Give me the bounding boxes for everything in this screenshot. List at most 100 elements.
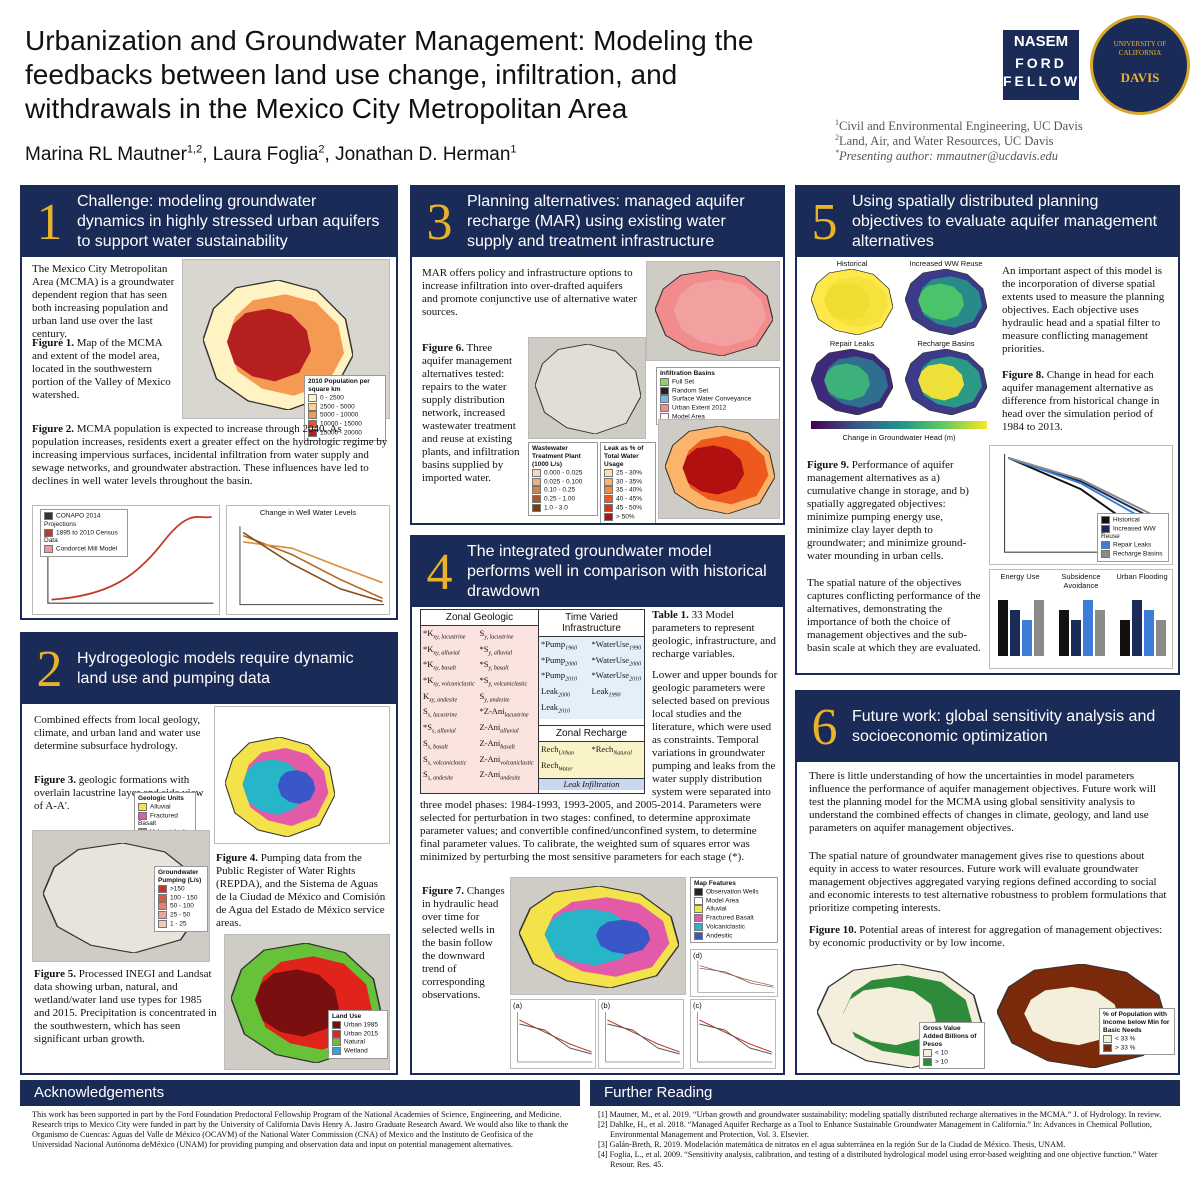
caption-text: MCMA population is expected to increase … (32, 423, 388, 487)
legend-item: Natural (332, 1038, 384, 1047)
map-panel-label: Repair Leaks (829, 339, 875, 348)
table-cell: Z-Anialluvial (480, 722, 537, 738)
table-cell: Ss, volcaniclastic (423, 754, 480, 770)
legend-item: < 10 (923, 1049, 981, 1058)
legend-item: Repair Leaks (1101, 541, 1165, 550)
further-reading: Further Reading [1] Mautner, M., et al. 2… (590, 1080, 1180, 1192)
legend-label: Historical (1113, 516, 1140, 524)
legend-item: 35 - 40% (604, 486, 652, 495)
caption-text: Pumping data from the Public Register of… (216, 852, 386, 929)
plot-graphic (239, 526, 385, 606)
acknowledgements: Acknowledgements This work has been suppo… (20, 1080, 580, 1192)
legend-title: % of Population with Income below Min fo… (1103, 1011, 1170, 1034)
legend-label: Urban 1985 (344, 1021, 378, 1029)
caption-text: 33 Model parameters to represent geologi… (652, 609, 777, 660)
caption-text: Change in head for each aquifer manageme… (1002, 369, 1160, 433)
affiliation: 1Civil and Environmental Engineering, UC… (835, 118, 1083, 134)
parameter-subscript: 1990 (629, 645, 642, 652)
map-graphic (203, 280, 353, 410)
section-header: 2 Hydrogeologic models require dynamic la… (22, 634, 396, 704)
plot-axes (605, 1012, 681, 1063)
legend-label: Andesitic (706, 932, 733, 940)
plot-axes (239, 526, 385, 606)
parameter-subscript: s, volcaniclastic (427, 760, 467, 767)
legend-item: 0.25 - 1.00 (532, 495, 594, 504)
bar-chart-title: Energy Use (1000, 572, 1040, 581)
reference: [4] Foglia, L., et al. 2009. “Sensitivit… (598, 1150, 1158, 1169)
parameter-symbol: *WaterUse (591, 639, 630, 649)
legend-item: 1 - 25 (158, 919, 204, 929)
map-region (595, 919, 651, 955)
section-heading: Hydrogeologic models require dynamic lan… (77, 650, 354, 687)
parameter-subscript: xy, lacustrine (433, 634, 466, 641)
legend: Infiltration Basins Full Set Random Set Sur… (656, 367, 780, 425)
legend: % of Population with Income below Min fo… (1099, 1008, 1175, 1056)
legend-label: < 33 % (1115, 1035, 1136, 1043)
section-header: 6 Future work: global sensitivity analysi… (797, 692, 1178, 762)
parameter-subscript: y, basalt (488, 666, 509, 673)
table-cell: Ss, basalt (423, 738, 480, 754)
parameter-symbol: *S (479, 659, 489, 670)
legend-item: 100 - 150 (158, 893, 204, 903)
legend-label: 5000 - 10000 (320, 412, 359, 420)
legend-swatch (138, 803, 147, 811)
section-number: 6 (811, 698, 838, 756)
legend-swatch (158, 911, 167, 920)
parameter-subscript: alluvial (500, 728, 519, 735)
legend-swatch (308, 428, 317, 437)
bar-graphic (1083, 600, 1093, 656)
table-cell: Z-Aniandesite (480, 769, 537, 785)
panel-label: (c) (693, 1001, 702, 1010)
paragraph: An important aspect of this model is the… (1002, 265, 1165, 355)
plot-line (699, 1019, 772, 1053)
parameter-subscript: y, andesite (484, 697, 510, 704)
parameter-subscript: s, alluvial (431, 728, 456, 735)
legend: Wastewater Treatment Plant (1000 L/s) 0.0… (528, 442, 598, 516)
parameter-symbol: *Pump (541, 639, 566, 649)
author-name: Jonathan D. Herman (335, 144, 511, 166)
legend-swatch (694, 914, 703, 923)
legend-swatch (158, 885, 167, 893)
caption-label: Figure 8. (1002, 369, 1044, 381)
acknowledgements-title: Acknowledgements (20, 1080, 580, 1106)
table-cell: *Pump1960 (541, 639, 592, 655)
table-cell: *Sy, volcaniclastic (480, 675, 537, 691)
legend-label: Model Area (706, 897, 739, 905)
legend-swatch (694, 888, 703, 896)
legend-label: Natural (344, 1039, 365, 1047)
section-number: 5 (811, 193, 838, 251)
plot-graphic (605, 1012, 681, 1063)
legend-swatch (532, 495, 541, 504)
legend-title: Geologic Units (138, 795, 184, 802)
affiliation: *Presenting author: mmautner@ucdavis.edu (835, 148, 1058, 164)
legend-swatch (158, 893, 167, 902)
legend-item: 2500 - 5000 (308, 402, 382, 412)
figure-caption: Figure 7. Changes in hydraulic head over… (422, 885, 506, 1002)
parameter-symbol: *K (423, 628, 434, 638)
map-region (918, 283, 965, 321)
affiliation-text: Presenting author: mmautner@ucdavis.edu (839, 149, 1058, 164)
legend-swatch (1103, 1043, 1112, 1052)
parameter-symbol: S (423, 706, 428, 717)
table-and-text: Zonal Geologic *Kxy, lacustrine Sy, lacust… (420, 609, 778, 864)
parameter-subscript: y, volcaniclastic (488, 681, 528, 688)
table-cell: Sy, lacustrine (480, 628, 537, 644)
plot-axes (697, 1012, 773, 1063)
legend-item: > 33 % (1103, 1043, 1171, 1053)
legend-label: Model Area (672, 413, 705, 421)
logo-text: FELLOWS (1003, 73, 1093, 89)
plot-axes (697, 960, 775, 993)
bar-graphic (1120, 620, 1130, 656)
plot-line (1007, 456, 1166, 522)
table-cell: Z-Anibasalt (480, 738, 537, 754)
parameter-symbol: S (479, 690, 485, 701)
map-graphic (655, 270, 773, 356)
legend-label: 1.0 - 3.0 (544, 504, 568, 512)
legend-item: Random Set (660, 386, 776, 396)
legend-item: 0.10 - 0.25 (532, 486, 594, 495)
map-region (843, 986, 936, 1046)
figure-image: (a) (510, 999, 596, 1069)
legend-swatch (332, 1047, 341, 1056)
map-graphic (811, 269, 893, 335)
table-caption: Table 1. 33 Model parameters to represen… (420, 609, 778, 661)
